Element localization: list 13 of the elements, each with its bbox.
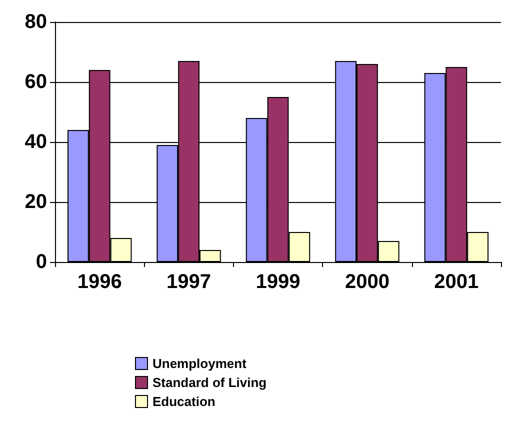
y-tick-label: 0 [36, 251, 47, 273]
legend-label: Unemployment [152, 356, 248, 371]
y-tick-label: 60 [24, 71, 47, 93]
y-tick-label: 20 [24, 191, 47, 213]
legend-label: Education [152, 394, 216, 409]
y-tick-label: 40 [24, 131, 47, 153]
x-tick-label: 2001 [434, 271, 479, 293]
x-tick-label: 1999 [256, 271, 300, 293]
legend-label: Standard of Living [152, 375, 267, 390]
x-tick-label: 1996 [77, 271, 122, 293]
x-tick-label: 2000 [344, 271, 390, 293]
y-tick-label: 80 [24, 11, 47, 33]
x-tick-label: 1997 [166, 271, 212, 293]
